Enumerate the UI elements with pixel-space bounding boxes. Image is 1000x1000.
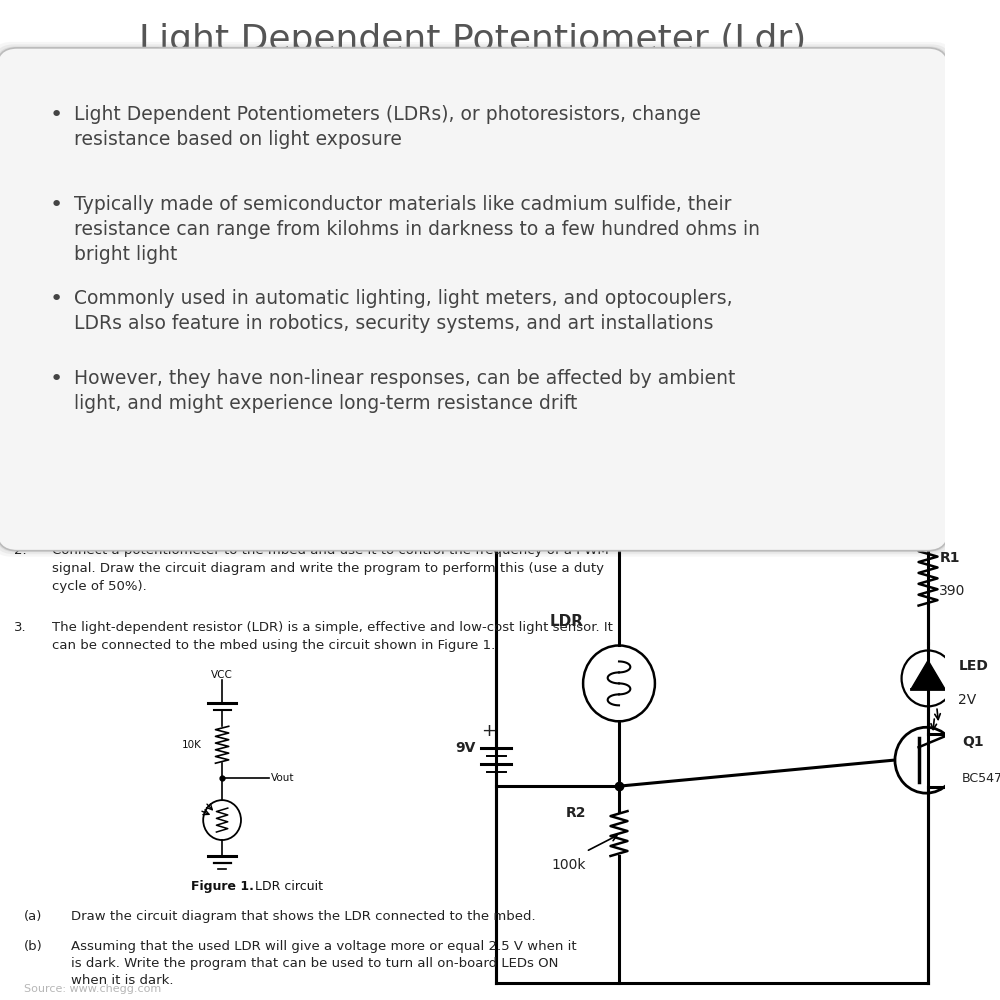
Text: Light Dependent Potentiometer (Ldr): Light Dependent Potentiometer (Ldr) bbox=[139, 23, 806, 57]
Text: Typically made of semiconductor materials like cadmium sulfide, their
resistance: Typically made of semiconductor material… bbox=[74, 195, 760, 264]
Text: R2: R2 bbox=[565, 806, 586, 820]
Text: •: • bbox=[49, 105, 62, 125]
Text: 2.: 2. bbox=[14, 544, 27, 557]
Text: 390: 390 bbox=[939, 584, 966, 598]
Text: (b): (b) bbox=[24, 940, 42, 953]
Text: Source: www.chegg.com: Source: www.chegg.com bbox=[24, 984, 161, 994]
Text: Q1: Q1 bbox=[962, 735, 984, 749]
Text: 100k: 100k bbox=[551, 858, 586, 872]
Text: VCC: VCC bbox=[211, 670, 233, 680]
FancyBboxPatch shape bbox=[0, 46, 950, 552]
Text: Connect a potentiometer to the mbed and use it to control the frequency of a PWM: Connect a potentiometer to the mbed and … bbox=[52, 544, 609, 593]
Text: Commonly used in automatic lighting, light meters, and optocouplers,
LDRs also f: Commonly used in automatic lighting, lig… bbox=[74, 289, 732, 333]
FancyBboxPatch shape bbox=[0, 48, 949, 551]
Text: (a): (a) bbox=[24, 910, 42, 923]
Text: LED: LED bbox=[958, 659, 988, 673]
Text: •: • bbox=[49, 289, 62, 309]
Bar bbox=[0, 531, 945, 998]
Text: Assuming that the used LDR will give a voltage more or equal 2.5 V when it
is da: Assuming that the used LDR will give a v… bbox=[71, 940, 577, 987]
Text: Light Dependent Potentiometers (LDRs), or photoresistors, change
resistance base: Light Dependent Potentiometers (LDRs), o… bbox=[74, 105, 701, 149]
FancyBboxPatch shape bbox=[0, 42, 955, 557]
Text: The light-dependent resistor (LDR) is a simple, effective and low-cost light sen: The light-dependent resistor (LDR) is a … bbox=[52, 621, 613, 652]
Text: R1: R1 bbox=[939, 551, 960, 565]
Text: 10K: 10K bbox=[181, 740, 201, 750]
FancyBboxPatch shape bbox=[0, 44, 952, 554]
Text: 3.: 3. bbox=[14, 621, 27, 634]
Text: Vout: Vout bbox=[271, 773, 295, 783]
Text: Draw the circuit diagram that shows the LDR connected to the mbed.: Draw the circuit diagram that shows the … bbox=[71, 910, 536, 923]
Text: 2V: 2V bbox=[958, 693, 977, 707]
Text: BC547: BC547 bbox=[962, 772, 1000, 785]
Text: LDR: LDR bbox=[550, 614, 584, 629]
Text: 9V: 9V bbox=[455, 741, 475, 755]
Text: However, they have non-linear responses, can be affected by ambient
light, and m: However, they have non-linear responses,… bbox=[74, 369, 735, 413]
Text: LDR circuit: LDR circuit bbox=[255, 880, 323, 893]
Text: Figure 1.: Figure 1. bbox=[191, 880, 254, 893]
Text: +: + bbox=[481, 722, 496, 740]
Polygon shape bbox=[911, 660, 945, 689]
Text: •: • bbox=[49, 195, 62, 215]
Text: •: • bbox=[49, 369, 62, 389]
